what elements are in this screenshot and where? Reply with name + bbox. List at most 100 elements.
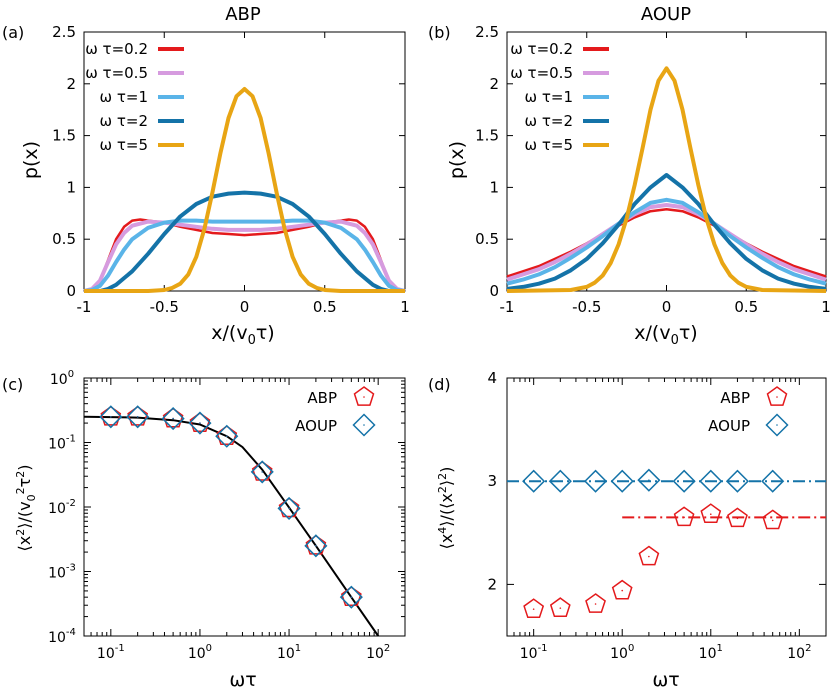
legend-marker-abp-c: [353, 386, 375, 406]
abp-point-c: [100, 405, 122, 426]
ylabel-d: ⟨x4⟩/(⟨x2⟩2): [436, 467, 456, 550]
abp-point-c: [340, 586, 362, 607]
aoup-point-d: [699, 469, 723, 493]
series-line-a-4: [84, 87, 405, 293]
xtick-label-c: 101: [277, 643, 301, 662]
abp-point-d-dot: [736, 517, 739, 520]
legend-marker-aoup-d: [765, 413, 789, 437]
abp-point-d-dot: [683, 516, 685, 519]
legend-marker-abp-d: [766, 386, 788, 406]
aoup-point-c: [126, 405, 150, 429]
xtick-label-b: -1: [500, 298, 515, 316]
abp-point-c: [189, 412, 211, 432]
aoup-point-d-dot: [559, 480, 562, 483]
aoup-point-d-dot: [621, 480, 624, 483]
abp-point-d-dot: [532, 608, 535, 610]
aoup-point-c: [161, 407, 185, 431]
aoup-point-c: [250, 460, 274, 484]
legend-marker-abp-d-dot: [776, 396, 778, 398]
ytick-label-c: 10-2: [48, 498, 76, 517]
legend-label-d: ABP: [720, 389, 750, 407]
aoup-point-c: [277, 496, 301, 520]
aoup-point-d-dot: [648, 479, 650, 481]
series-line-b-3: [506, 173, 827, 291]
legend-label-b: ω τ=0.2: [510, 40, 573, 58]
ytick-label-b: 1.5: [475, 127, 499, 145]
aoup-point-c: [215, 424, 239, 448]
panel-tag-d: (d): [428, 375, 451, 394]
abp-point-d-dot: [709, 513, 712, 516]
panel-tag-b: (b): [428, 23, 451, 42]
series-line-a-3: [84, 190, 405, 293]
ytick-label-a: 1: [66, 178, 76, 196]
aoup-point-d: [522, 469, 546, 493]
ytick-label-d: 4: [487, 369, 497, 387]
ylabel-c: ⟨x2⟩/(v02τ2): [14, 465, 38, 552]
ytick-label-a: 1.5: [52, 127, 76, 145]
aoup-point-c: [188, 411, 212, 435]
legend-label-a: ω τ=2: [100, 112, 148, 130]
legend-label-a: ω τ=0.2: [85, 40, 148, 58]
aoup-point-d: [548, 469, 572, 493]
legend-label-a: ω τ=0.5: [85, 64, 148, 82]
legend-label-a: ω τ=1: [100, 88, 148, 106]
ytick-label-b: 2: [489, 75, 499, 93]
legend-marker-aoup-c: [352, 413, 376, 437]
xtick-label-d: 10-1: [520, 643, 548, 662]
series-line-b-2: [506, 197, 827, 286]
aoup-point-d: [725, 469, 750, 493]
ytick-label-c: 10-1: [48, 434, 76, 453]
aoup-point-c-dot: [172, 417, 174, 420]
legend-label-b: ω τ=2: [525, 112, 573, 130]
xtick-label-a: -0.5: [150, 298, 179, 316]
ytick-label-c: 10-4: [48, 627, 76, 646]
abp-point-d-dot: [648, 555, 650, 558]
series-line-a-1: [83, 219, 406, 293]
aoup-point-c-dot: [110, 416, 112, 418]
aoup-point-c-dot: [261, 471, 264, 473]
series-line-a-0: [83, 218, 406, 293]
panel-tag-c: (c): [2, 375, 23, 394]
abp-point-d: [523, 598, 545, 619]
xlabel-b: x/(v0τ): [634, 322, 697, 348]
series-line-b-1: [506, 203, 827, 282]
theory-curve-c: [83, 415, 380, 637]
aoup-point-c-dot: [315, 545, 317, 547]
series-line-b-4: [506, 66, 827, 293]
abp-point-c: [162, 407, 184, 428]
ylabel-b: p(x): [446, 141, 468, 179]
xtick-label-a: 1: [400, 298, 410, 316]
xlabel-a: x/(v0τ): [211, 322, 274, 348]
title-a: ABP: [225, 4, 261, 25]
abp-point-c: [216, 425, 238, 446]
ylabel-a: p(x): [20, 141, 42, 179]
abp-point-d-dot: [594, 603, 597, 605]
ytick-label-a: 0: [66, 282, 76, 300]
ytick-label-b: 0.5: [475, 230, 499, 248]
legend-marker-aoup-c-dot: [363, 424, 365, 426]
xtick-label-c: 100: [188, 643, 212, 662]
abp-point-d: [585, 593, 606, 613]
legend-label-c: AOUP: [295, 417, 337, 435]
legend-label-b: ω τ=0.5: [510, 64, 573, 82]
ytick-label-a: 2.5: [52, 23, 76, 41]
aoup-point-c-dot: [199, 422, 201, 424]
aoup-point-c-dot: [136, 416, 139, 418]
ytick-label-b: 1: [489, 178, 499, 196]
xtick-label-d: 100: [610, 643, 634, 662]
ytick-label-c: 10-3: [48, 563, 76, 582]
xtick-label-c: 10-1: [97, 643, 125, 662]
aoup-point-c: [339, 585, 363, 609]
aoup-point-d: [637, 468, 661, 492]
abp-point-d-dot: [771, 519, 774, 522]
abp-point-d: [673, 506, 695, 527]
xtick-label-d: 102: [787, 643, 811, 662]
legend-marker-aoup-d-dot: [776, 424, 778, 426]
ytick-label-d: 2: [487, 575, 497, 593]
abp-point-d: [549, 597, 571, 617]
abp-point-d-dot: [559, 607, 562, 609]
legend-label-a: ω τ=5: [100, 136, 148, 154]
series-line-a-2: [83, 218, 406, 293]
abp-point-d: [762, 509, 784, 530]
